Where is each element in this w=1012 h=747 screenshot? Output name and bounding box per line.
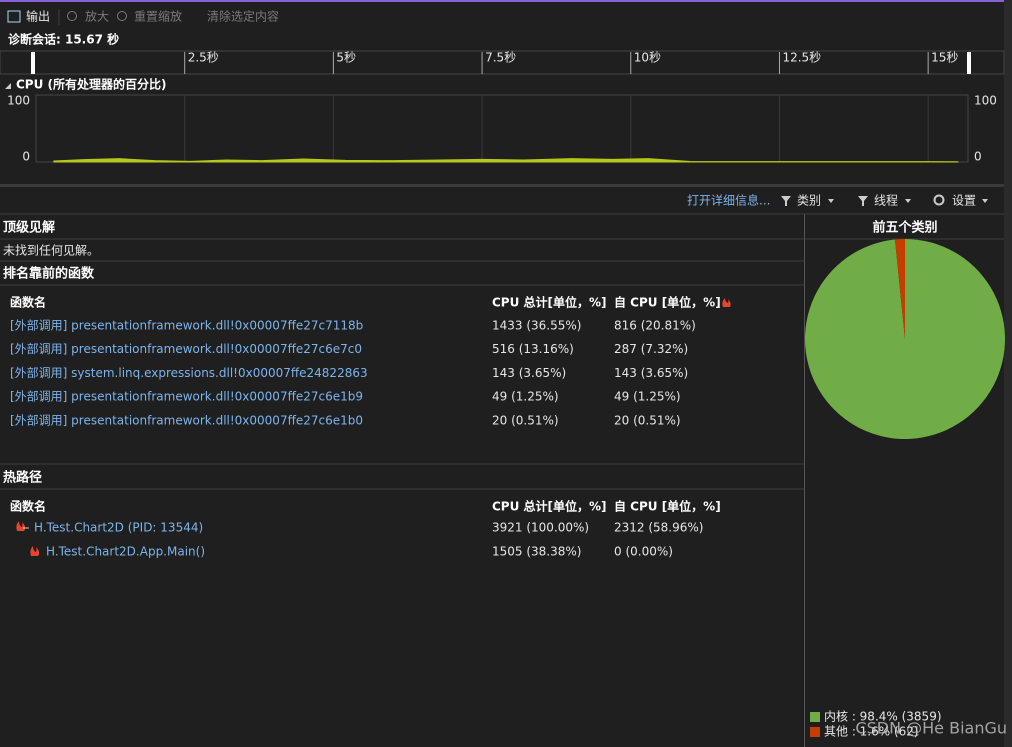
zoom-icon: [67, 11, 77, 21]
splitter: [0, 184, 1004, 187]
hot-path-title: 热路径: [3, 470, 42, 486]
category-filter[interactable]: 类别: [797, 194, 821, 208]
dropdown-arrow: [905, 199, 911, 203]
time-ruler: [0, 50, 1005, 75]
legend-label: 内核 : 98.4% (3859): [824, 710, 942, 724]
ruler-tick-label: 2.5秒: [188, 51, 219, 65]
cell-value: 143 (3.65%): [492, 366, 566, 380]
column-header: CPU 总计[单位，%]: [492, 295, 607, 310]
focus-bar: [0, 0, 1004, 2]
hot-icon: [16, 521, 26, 531]
hot-icon: [722, 298, 731, 307]
range-end-handle[interactable]: [967, 52, 971, 74]
right-edge: [1004, 0, 1012, 747]
cell-value: 3921 (100.00%): [492, 521, 589, 535]
settings-icon: [933, 194, 945, 206]
output-button[interactable]: 输出: [26, 9, 50, 24]
session-duration: 诊断会话: 15.67 秒: [8, 32, 119, 47]
cpu-plot-area: [35, 94, 969, 163]
y2-tick-label: 100: [974, 94, 997, 108]
ruler-tick-label: 5秒: [336, 51, 356, 65]
cell-value: 816 (20.81%): [614, 319, 696, 333]
cell-value: 1433 (36.55%): [492, 319, 581, 333]
range-start-handle[interactable]: [31, 52, 35, 74]
legend-label: 其他 : 1.6% (62): [824, 725, 919, 739]
zoom-in-button[interactable]: 放大: [85, 9, 109, 24]
function-name[interactable]: [外部调用] system.linq.expressions.dll!0x000…: [10, 365, 368, 380]
cell-value: 516 (13.16%): [492, 342, 574, 356]
dropdown-arrow: [982, 199, 988, 203]
dropdown-arrow: [828, 199, 834, 203]
pie-title: 前五个类别: [872, 220, 937, 236]
hot-icon: [30, 546, 40, 556]
filter-icon: [858, 196, 868, 206]
pie-chart: 内核 : 98.4% (3859)其他 : 1.6% (62): [804, 239, 1005, 739]
reset-zoom-button[interactable]: 重置缩放: [134, 9, 182, 24]
hot-path-table: 函数名 CPU 总计[单位，%] 自 CPU [单位，%] H.Test.Chart2…: [10, 499, 721, 559]
function-name[interactable]: [外部调用] presentationframework.dll!0x00007…: [10, 318, 363, 333]
cell-value: 287 (7.32%): [614, 342, 688, 356]
top-functions-title: 排名靠前的函数: [3, 266, 95, 282]
zoom-icon: [117, 11, 127, 21]
ruler-tick-label: 10秒: [634, 51, 661, 65]
cell-value: 49 (1.25%): [614, 390, 681, 404]
cpu-chart: 0 0 100 100: [7, 94, 997, 164]
column-header: 函数名: [10, 499, 46, 514]
thread-filter[interactable]: 线程: [874, 193, 898, 208]
y-tick-label: 100: [7, 94, 30, 108]
legend-swatch: [810, 712, 820, 722]
ruler-tick-label: 15秒: [931, 51, 958, 65]
cell-value: 0 (0.00%): [614, 545, 673, 559]
function-name[interactable]: [外部调用] presentationframework.dll!0x00007…: [10, 341, 362, 356]
toolbar: 输出 放大 重置缩放 清除选定内容: [7, 9, 279, 25]
filter-icon: [781, 196, 791, 206]
function-name[interactable]: [外部调用] presentationframework.dll!0x00007…: [10, 412, 363, 427]
cell-value: 20 (0.51%): [492, 413, 559, 427]
watermark: CSDN @He BianGu: [855, 719, 1007, 738]
cell-value: 20 (0.51%): [614, 413, 681, 427]
insights-title: 顶级见解: [3, 220, 55, 236]
ruler-tick-label: 12.5秒: [782, 51, 821, 65]
output-icon: [7, 10, 21, 23]
cell-value: 1505 (38.38%): [492, 545, 581, 559]
column-header: 自 CPU [单位，%]: [614, 295, 721, 310]
column-header: 自 CPU [单位，%]: [614, 499, 721, 514]
ruler-ticks: 2.5秒 5秒 7.5秒 10秒 12.5秒 15秒: [184, 51, 958, 74]
cell-value: 143 (3.65%): [614, 366, 688, 380]
function-name[interactable]: H.Test.Chart2D.App.Main(): [46, 545, 205, 559]
cell-value: 2312 (58.96%): [614, 521, 703, 535]
cpu-area: [53, 158, 959, 163]
pie-slice: [894, 239, 905, 339]
clear-selection-button[interactable]: 清除选定内容: [207, 9, 279, 24]
pie-slice: [804, 239, 1005, 439]
y-tick-label: 0: [22, 150, 30, 164]
open-details-link[interactable]: 打开详细信息...: [687, 193, 770, 208]
cpu-chart-title: CPU (所有处理器的百分比): [16, 77, 167, 92]
function-name[interactable]: H.Test.Chart2D (PID: 13544): [34, 521, 203, 535]
y2-tick-label: 0: [974, 150, 982, 164]
legend-swatch: [810, 727, 820, 737]
column-header: CPU 总计[单位，%]: [492, 499, 607, 514]
cell-value: 49 (1.25%): [492, 390, 559, 404]
ruler-tick-label: 7.5秒: [485, 51, 516, 65]
settings-menu[interactable]: 设置: [952, 194, 976, 208]
function-name[interactable]: [外部调用] presentationframework.dll!0x00007…: [10, 389, 363, 404]
column-header: 函数名: [10, 295, 46, 310]
collapse-icon: [5, 83, 11, 89]
insights-message: 未找到任何见解。: [3, 244, 99, 258]
top-functions-table: 函数名 CPU 总计[单位，%] 自 CPU [单位，%] [外部调用] presen…: [10, 295, 721, 428]
